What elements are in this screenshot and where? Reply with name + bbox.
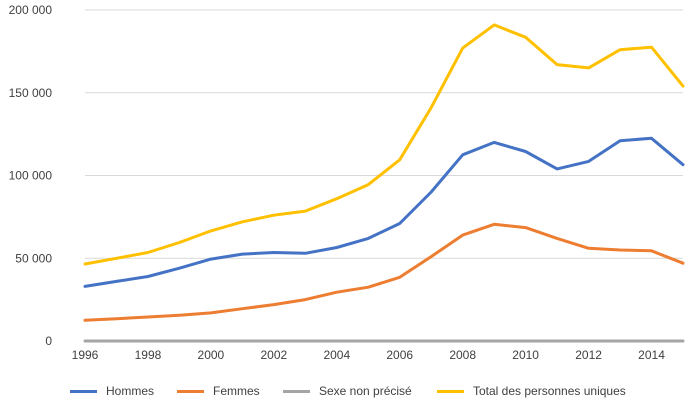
- x-tick-label: 2004: [323, 348, 350, 362]
- x-tick-label: 2008: [449, 348, 476, 362]
- legend-label: Sexe non précisé: [319, 384, 412, 398]
- series-line-hommes: [83, 136, 685, 288]
- series-line-total-des-personnes-uniques: [83, 23, 685, 266]
- legend-label: Total des personnes uniques: [473, 384, 626, 398]
- legend: Hommes Femmes Sexe non précisé Total des pe…: [0, 382, 700, 400]
- legend-swatch: [70, 389, 97, 393]
- y-tick-label: 150 000: [9, 86, 53, 100]
- series-lines: [83, 23, 685, 343]
- x-tick-label: 2012: [575, 348, 602, 362]
- x-tick-label: 1998: [135, 348, 162, 362]
- legend-item-total-des-personnes-uniques: Total des personnes uniques: [437, 382, 626, 400]
- x-tick-label: 2000: [198, 348, 225, 362]
- legend-swatch: [177, 389, 204, 393]
- legend-label: Hommes: [106, 384, 155, 398]
- legend-swatch: [437, 389, 464, 393]
- legend-label: Femmes: [213, 384, 260, 398]
- legend-item-femmes: Femmes: [177, 382, 260, 400]
- x-tick-label: 2010: [512, 348, 539, 362]
- x-tick-label: 1996: [72, 348, 99, 362]
- x-axis-tick-labels: 1996 1998 2000 2002 2004 2006 2008 2010 2012 2014: [72, 348, 666, 362]
- x-tick-label: 2014: [638, 348, 665, 362]
- y-tick-label: 50 000: [15, 251, 52, 265]
- gridlines: [85, 9, 683, 342]
- y-axis-tick-labels: 0 50 000 100 000 150 000 200 000: [9, 3, 53, 348]
- x-tick-label: 2006: [386, 348, 413, 362]
- legend-item-hommes: Hommes: [70, 382, 154, 400]
- legend-item-sexe-non-precise: Sexe non précisé: [283, 382, 412, 400]
- y-tick-label: 0: [45, 334, 52, 348]
- series-line-femmes: [83, 222, 685, 322]
- legend-swatch: [283, 389, 310, 393]
- x-tick-label: 2002: [260, 348, 287, 362]
- y-tick-label: 200 000: [9, 3, 53, 17]
- y-tick-label: 100 000: [9, 169, 53, 183]
